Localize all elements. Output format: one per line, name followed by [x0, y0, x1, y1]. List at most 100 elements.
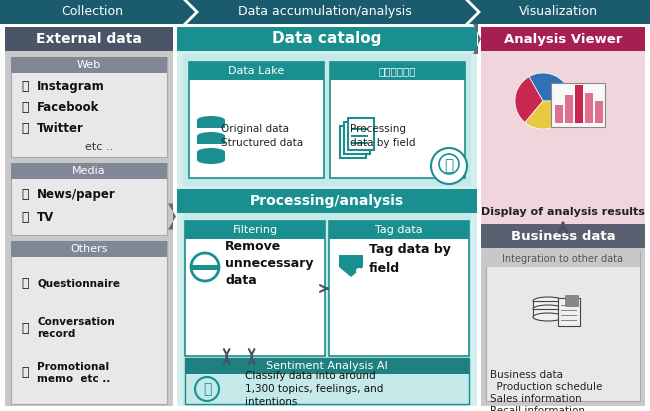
- Bar: [5, 27, 173, 51]
- Text: データマート: データマート: [379, 66, 416, 76]
- Bar: [11, 241, 167, 257]
- Bar: [351, 136, 368, 137]
- Text: 📷: 📷: [21, 80, 29, 93]
- Text: 🧠: 🧠: [445, 159, 454, 173]
- Bar: [189, 62, 324, 80]
- Bar: [343, 150, 360, 152]
- Ellipse shape: [197, 132, 225, 140]
- Bar: [561, 319, 577, 321]
- FancyBboxPatch shape: [565, 295, 579, 307]
- Bar: [197, 136, 225, 144]
- Bar: [351, 129, 368, 130]
- Bar: [555, 105, 563, 123]
- Text: Conversation
record: Conversation record: [37, 317, 115, 339]
- Bar: [192, 265, 218, 270]
- Bar: [481, 27, 645, 224]
- Ellipse shape: [533, 313, 563, 321]
- Text: Sentiment Analysis AI: Sentiment Analysis AI: [266, 361, 388, 371]
- Wedge shape: [525, 101, 571, 129]
- Text: Twitter: Twitter: [37, 122, 84, 135]
- Bar: [595, 101, 603, 123]
- Text: Tag data: Tag data: [375, 225, 422, 235]
- Bar: [330, 62, 465, 80]
- Bar: [558, 298, 580, 326]
- Bar: [189, 62, 324, 178]
- Bar: [330, 62, 465, 178]
- Text: Integration to other data: Integration to other data: [502, 254, 623, 264]
- Bar: [177, 27, 477, 406]
- Bar: [486, 251, 640, 267]
- Polygon shape: [339, 255, 363, 277]
- Text: Tag data by
field: Tag data by field: [369, 243, 451, 275]
- Bar: [344, 122, 370, 154]
- Polygon shape: [183, 0, 199, 24]
- Text: 🐦: 🐦: [21, 122, 29, 135]
- Bar: [343, 136, 360, 138]
- Bar: [0, 0, 650, 24]
- Bar: [347, 146, 364, 148]
- Ellipse shape: [533, 297, 563, 305]
- Wedge shape: [529, 73, 571, 101]
- Bar: [197, 120, 225, 128]
- Ellipse shape: [197, 116, 225, 124]
- Bar: [561, 314, 577, 316]
- Text: 🧠: 🧠: [203, 382, 211, 396]
- Wedge shape: [515, 77, 543, 122]
- Bar: [561, 309, 577, 311]
- Text: Display of analysis results: Display of analysis results: [481, 207, 645, 217]
- Bar: [565, 95, 573, 123]
- Bar: [486, 251, 640, 401]
- Bar: [585, 93, 593, 123]
- Bar: [595, 101, 603, 123]
- Text: Classify data into around
1,300 topics, feelings, and
intentions: Classify data into around 1,300 topics, …: [245, 371, 384, 407]
- Text: Web: Web: [77, 60, 101, 70]
- Bar: [185, 358, 469, 404]
- Text: Collection: Collection: [61, 5, 123, 18]
- Bar: [11, 57, 167, 157]
- Text: Media: Media: [72, 166, 106, 176]
- Text: Data accumulation/analysis: Data accumulation/analysis: [238, 5, 412, 18]
- Polygon shape: [473, 24, 481, 54]
- Text: Original data
Structured data: Original data Structured data: [221, 124, 303, 148]
- Text: Recall information: Recall information: [490, 406, 585, 411]
- Text: Questionnaire: Questionnaire: [37, 279, 120, 289]
- Bar: [347, 132, 364, 134]
- Bar: [11, 163, 167, 235]
- Bar: [5, 27, 173, 406]
- Bar: [11, 57, 167, 73]
- Text: 👤: 👤: [21, 322, 29, 335]
- Bar: [551, 83, 605, 127]
- Text: Sales information: Sales information: [490, 394, 582, 404]
- Bar: [11, 163, 167, 179]
- Bar: [575, 85, 583, 123]
- Text: 👍: 👍: [21, 101, 29, 114]
- Bar: [561, 305, 577, 306]
- Bar: [565, 95, 573, 123]
- Bar: [555, 105, 563, 123]
- Bar: [575, 85, 583, 123]
- Bar: [348, 118, 374, 150]
- Bar: [340, 126, 366, 158]
- Text: Instagram: Instagram: [37, 80, 105, 93]
- Text: Data catalog: Data catalog: [272, 32, 382, 46]
- Text: Facebook: Facebook: [37, 101, 99, 114]
- Bar: [197, 152, 225, 160]
- Text: Business data: Business data: [511, 229, 616, 242]
- Bar: [329, 221, 469, 239]
- Bar: [533, 301, 563, 309]
- Polygon shape: [168, 203, 176, 229]
- Bar: [481, 27, 645, 406]
- Ellipse shape: [197, 148, 225, 156]
- Text: External data: External data: [36, 32, 142, 46]
- Text: Production schedule: Production schedule: [490, 382, 603, 392]
- Text: Filtering: Filtering: [233, 225, 278, 235]
- Bar: [177, 189, 477, 213]
- Bar: [481, 224, 645, 406]
- Ellipse shape: [197, 156, 225, 164]
- Bar: [11, 241, 167, 404]
- Ellipse shape: [533, 305, 563, 313]
- Circle shape: [431, 148, 467, 184]
- Bar: [351, 143, 368, 144]
- Text: Data Lake: Data Lake: [228, 66, 285, 76]
- Bar: [183, 54, 471, 186]
